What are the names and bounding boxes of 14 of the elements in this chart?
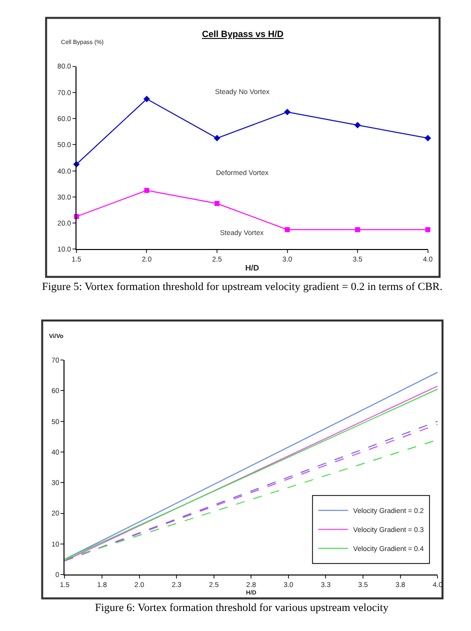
point — [214, 134, 220, 142]
point — [354, 122, 361, 128]
point — [284, 108, 291, 116]
chart-title: Cell Bypass vs H/D — [202, 29, 284, 39]
point — [144, 188, 150, 193]
x-axis-title: H/D — [245, 264, 260, 273]
point — [284, 227, 290, 232]
point — [355, 227, 360, 232]
point — [424, 134, 432, 142]
point — [214, 201, 220, 206]
point — [143, 96, 150, 102]
point — [425, 227, 430, 232]
caption: Figure 6: Vortex formation threshold for various upstream velocity — [95, 602, 389, 614]
caption: Figure 5: Vortex formation threshold for upstream velocity gradient = 0.2 in terms of CBR. — [42, 281, 443, 293]
